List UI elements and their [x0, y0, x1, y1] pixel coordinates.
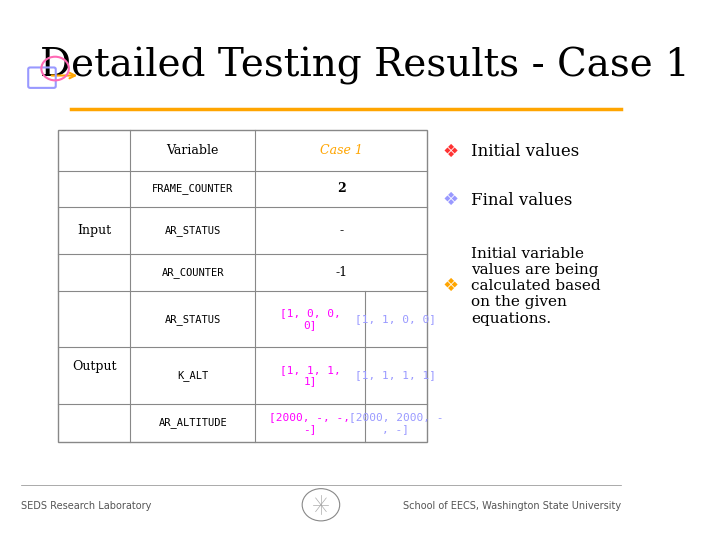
Text: FRAME_COUNTER: FRAME_COUNTER: [152, 184, 233, 194]
Text: AR_ALTITUDE: AR_ALTITUDE: [158, 417, 227, 428]
Text: AR_STATUS: AR_STATUS: [165, 314, 221, 325]
Text: Initial values: Initial values: [471, 143, 580, 160]
Text: Initial variable
values are being
calculated based
on the given
equations.: Initial variable values are being calcul…: [471, 247, 600, 326]
Text: ❖: ❖: [443, 277, 459, 295]
Text: SEDS Research Laboratory: SEDS Research Laboratory: [21, 501, 151, 511]
Text: [2000, -, -,
-]: [2000, -, -, -]: [269, 412, 351, 434]
Text: [1, 1, 0, 0]: [1, 1, 0, 0]: [356, 314, 436, 324]
Text: AR_STATUS: AR_STATUS: [165, 225, 221, 236]
Text: [1, 0, 0,
0]: [1, 0, 0, 0]: [279, 308, 341, 330]
Text: Output: Output: [72, 360, 117, 373]
Bar: [58, 130, 427, 442]
Text: AR_COUNTER: AR_COUNTER: [161, 267, 224, 278]
Text: Input: Input: [77, 224, 112, 237]
Text: ❖: ❖: [443, 143, 459, 161]
Text: Variable: Variable: [166, 144, 219, 157]
Text: Detailed Testing Results - Case 1: Detailed Testing Results - Case 1: [40, 47, 690, 85]
Text: Final values: Final values: [471, 192, 572, 208]
Text: ❖: ❖: [443, 191, 459, 209]
Text: [1, 1, 1,
1]: [1, 1, 1, 1]: [279, 364, 341, 386]
Text: 2: 2: [337, 183, 346, 195]
Text: -: -: [339, 224, 343, 237]
Text: -1: -1: [336, 266, 347, 279]
Text: [1, 1, 1, 1]: [1, 1, 1, 1]: [356, 370, 436, 381]
Text: [2000, 2000, -
, -]: [2000, 2000, - , -]: [348, 412, 444, 434]
Text: K_ALT: K_ALT: [177, 370, 208, 381]
Text: Case 1: Case 1: [320, 144, 363, 157]
Text: School of EECS, Washington State University: School of EECS, Washington State Univers…: [403, 501, 621, 511]
